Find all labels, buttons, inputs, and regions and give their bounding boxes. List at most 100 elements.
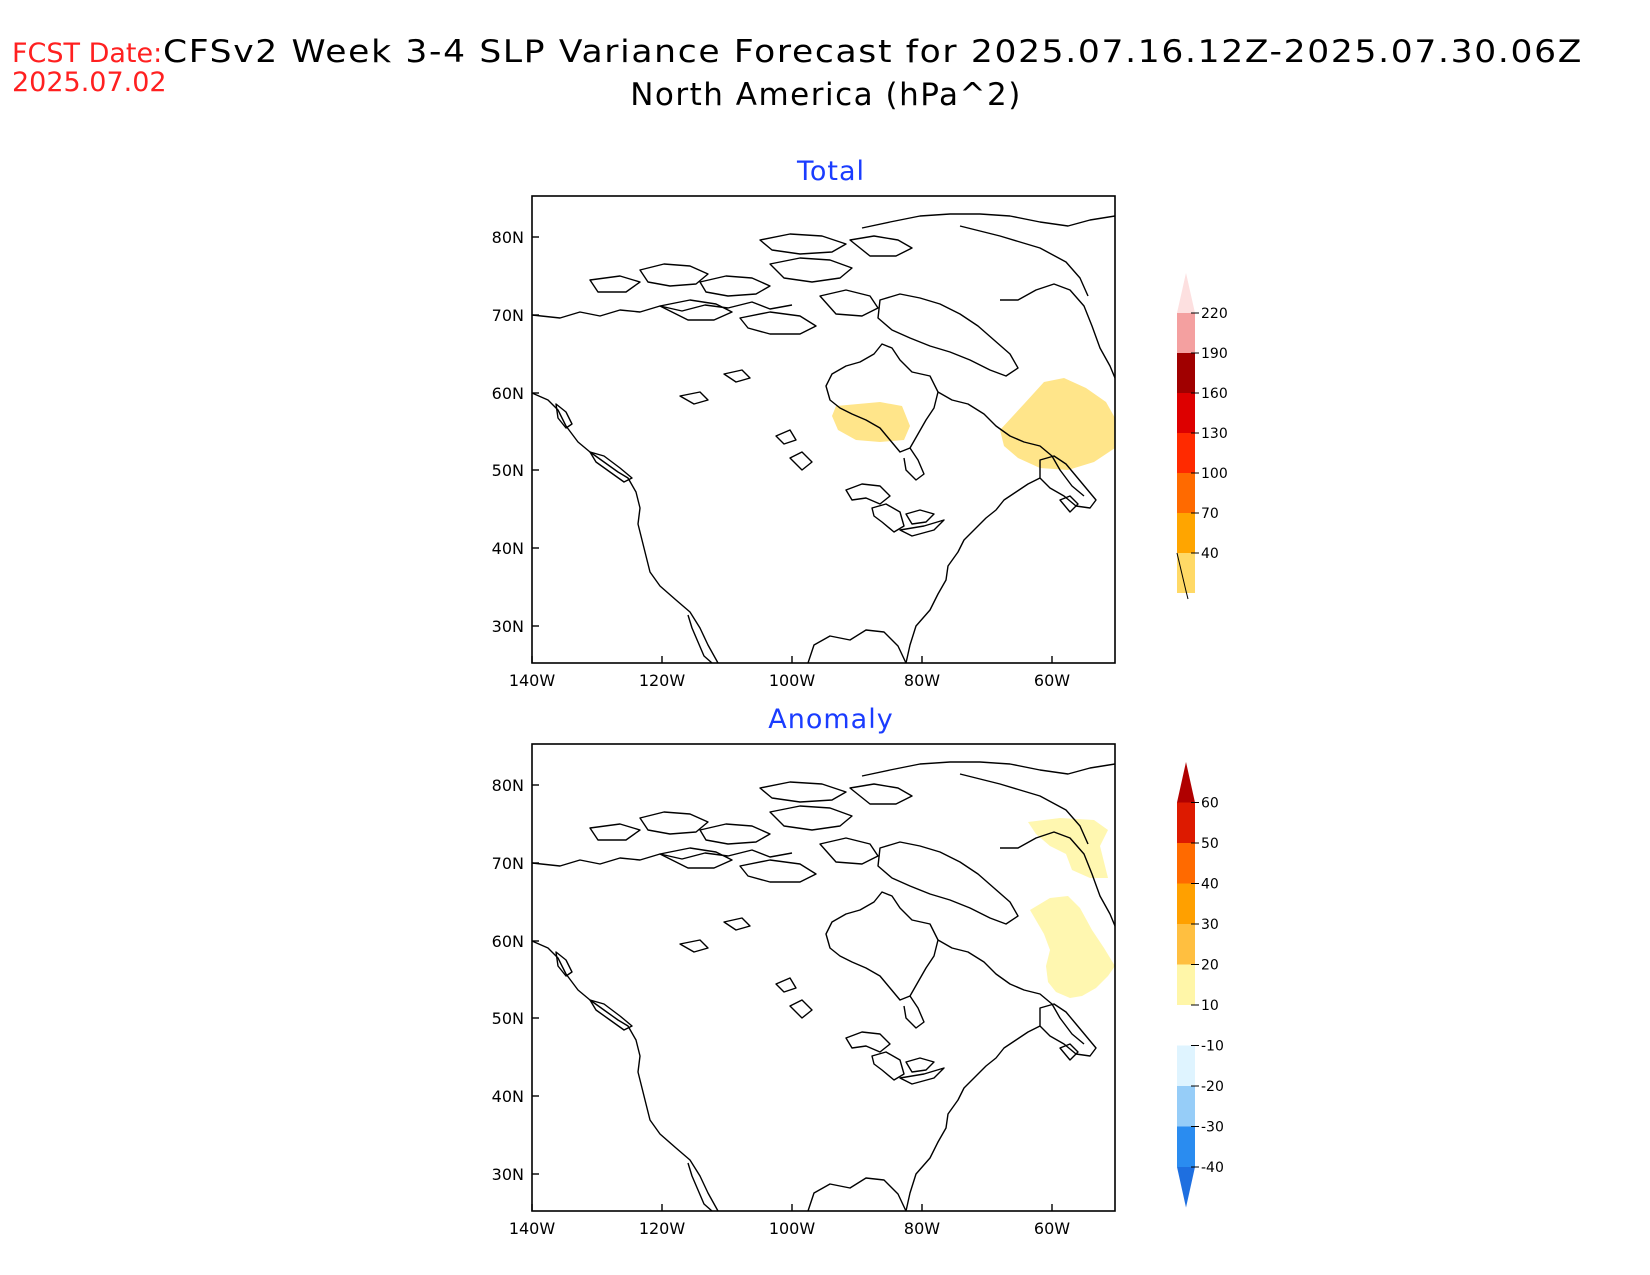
coastline [845, 1031, 891, 1053]
coastline [532, 392, 719, 663]
colorbar-label: -30 [1201, 1120, 1224, 1136]
coastline [905, 1057, 935, 1073]
coastline [659, 299, 733, 321]
colorbar-swatch [1177, 1086, 1195, 1127]
coastline [789, 999, 813, 1019]
coastline [589, 823, 641, 841]
colorbar-label: 70 [1201, 506, 1219, 522]
colorbar-label: 160 [1201, 386, 1228, 402]
colorbar-swatch [1177, 924, 1195, 965]
colorbar-swatch [1177, 433, 1195, 473]
colorbar-swatch [1177, 964, 1195, 1005]
panel-title-anomaly: Anomaly [768, 704, 893, 735]
coastline [739, 859, 817, 883]
colorbar-anomaly: -40 -30 -20 -10 10 20 30 40 50 60 [1177, 762, 1224, 1208]
coastline [849, 235, 913, 257]
map-panel-anomaly: 80N 70N 60N 50N 40N 30N 140W 120W 100W 80W 60W [492, 743, 1116, 1238]
coastline [1039, 1003, 1097, 1057]
lon-tick-label: 60W [1034, 1219, 1070, 1238]
coastline [819, 837, 879, 865]
coastline [775, 977, 797, 993]
colorbar-swatch [1177, 1005, 1195, 1046]
colorbar-swatch [1177, 843, 1195, 884]
lon-tick-label: 60W [1034, 671, 1070, 690]
lon-tick-label: 140W [509, 1219, 556, 1238]
shaded-region [1028, 818, 1108, 878]
map-frame [531, 195, 1116, 664]
coastline [639, 811, 709, 835]
colorbar-label: 30 [1201, 917, 1219, 933]
colorbar-swatch [1177, 513, 1195, 553]
lon-tick-label: 120W [639, 1219, 686, 1238]
coastline [739, 311, 817, 335]
coastline [849, 783, 913, 805]
colorbar-label: 190 [1201, 346, 1228, 362]
fcst-date-value: 2025.07.02 [12, 67, 167, 98]
coastline [825, 891, 939, 1001]
colorbar-swatch [1177, 1167, 1195, 1208]
coastline [679, 391, 709, 405]
coastlines [532, 213, 1115, 663]
colorbar-swatch [1177, 1045, 1195, 1086]
coastlines [532, 761, 1115, 1211]
coastline [1000, 831, 1115, 927]
coastline [659, 847, 733, 869]
lon-tick-label: 80W [904, 1219, 940, 1238]
coastline [903, 995, 925, 1029]
lon-tick-label: 100W [769, 671, 816, 690]
lat-tick-label: 30N [492, 617, 524, 636]
colorbar-label: 100 [1201, 466, 1228, 482]
coastline [959, 773, 1089, 845]
coastline [861, 213, 1115, 229]
coastline [687, 1162, 713, 1211]
lon-tick-label: 140W [509, 671, 556, 690]
coastline [1059, 495, 1079, 513]
coastline [789, 451, 813, 471]
colorbar-label: 60 [1201, 796, 1219, 812]
colorbar-swatch [1177, 313, 1195, 353]
coastline [699, 823, 771, 845]
shaded-region [832, 402, 910, 442]
colorbar-label: 220 [1201, 306, 1228, 322]
colorbar-swatch [1177, 802, 1195, 843]
fcst-date-label: FCST Date: [12, 38, 162, 69]
coastline [871, 503, 905, 533]
coastline [775, 429, 797, 445]
colorbar-label: 40 [1201, 877, 1219, 893]
coastline [905, 509, 935, 525]
coastline [1039, 455, 1097, 509]
colorbar-swatch [1177, 473, 1195, 513]
coastline [555, 951, 573, 977]
coastline [959, 225, 1089, 297]
coastline [687, 614, 713, 663]
colorbar-label: 20 [1201, 958, 1219, 974]
lat-tick-label: 60N [492, 384, 524, 403]
coastline [845, 483, 891, 505]
shaded-region [1030, 896, 1115, 998]
lat-tick-label: 50N [492, 461, 524, 480]
coastline [589, 275, 641, 293]
coastline [723, 369, 751, 383]
colorbar-swatch [1177, 883, 1195, 924]
colorbar-swatch [1177, 553, 1195, 593]
map-panel-total: 80N 70N 60N 50N 40N 30N 140W 120W 100W 80W 60W [492, 195, 1116, 690]
coastline [699, 275, 771, 297]
lat-tick-label: 30N [492, 1165, 524, 1184]
coastline [589, 999, 633, 1031]
colorbar-swatch [1177, 353, 1195, 393]
figure-subtitle: North America (hPa^2) [630, 77, 1022, 113]
coastline [807, 629, 907, 663]
coastline [723, 917, 751, 931]
coastline [819, 289, 879, 317]
coastline [807, 1177, 907, 1211]
lat-tick-label: 40N [492, 539, 524, 558]
coastline [532, 940, 719, 1211]
colorbar-swatch [1177, 393, 1195, 433]
shaded-region [1000, 378, 1115, 470]
coastline [877, 841, 1019, 925]
lon-tick-label: 80W [904, 671, 940, 690]
lat-tick-label: 70N [492, 306, 524, 325]
colorbar-label: 10 [1201, 998, 1219, 1014]
coastline [555, 403, 573, 429]
